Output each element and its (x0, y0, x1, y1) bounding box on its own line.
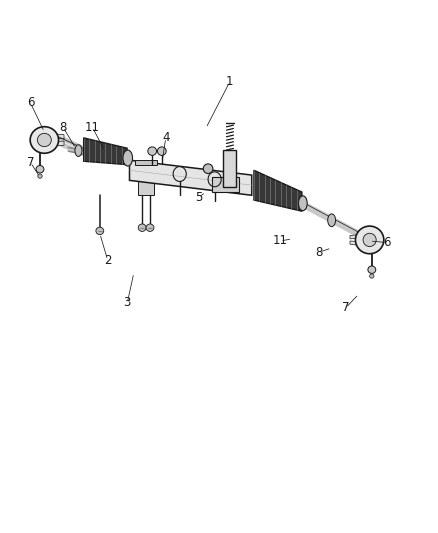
Text: 4: 4 (162, 131, 170, 144)
Polygon shape (254, 170, 302, 211)
Polygon shape (223, 150, 237, 187)
Ellipse shape (123, 150, 133, 166)
Text: 8: 8 (316, 246, 323, 259)
Ellipse shape (75, 145, 82, 157)
Text: 1: 1 (226, 75, 233, 88)
Text: 5: 5 (195, 191, 202, 204)
Polygon shape (350, 241, 365, 246)
Polygon shape (130, 160, 252, 195)
Text: 2: 2 (104, 254, 111, 266)
Polygon shape (135, 160, 156, 165)
Ellipse shape (370, 274, 374, 278)
Text: 7: 7 (27, 156, 34, 169)
Ellipse shape (38, 174, 42, 178)
Ellipse shape (30, 127, 59, 154)
Ellipse shape (96, 227, 104, 235)
Ellipse shape (356, 226, 384, 254)
Ellipse shape (148, 147, 156, 156)
Polygon shape (138, 163, 153, 195)
Ellipse shape (37, 133, 51, 147)
Polygon shape (49, 141, 64, 147)
Text: 7: 7 (342, 302, 350, 314)
Ellipse shape (146, 224, 154, 231)
Ellipse shape (298, 196, 307, 211)
Text: 11: 11 (85, 120, 100, 134)
Ellipse shape (368, 266, 376, 273)
Text: 11: 11 (272, 235, 288, 247)
Ellipse shape (138, 224, 146, 231)
Polygon shape (350, 233, 365, 239)
Ellipse shape (36, 165, 44, 173)
Polygon shape (49, 134, 64, 139)
Text: 6: 6 (27, 96, 34, 109)
Ellipse shape (203, 164, 213, 173)
Text: 6: 6 (383, 236, 391, 249)
Polygon shape (84, 138, 127, 165)
Polygon shape (212, 176, 239, 191)
Text: 8: 8 (60, 120, 67, 134)
Ellipse shape (328, 214, 336, 227)
Ellipse shape (157, 147, 166, 156)
Text: 3: 3 (124, 296, 131, 309)
Ellipse shape (363, 233, 376, 247)
